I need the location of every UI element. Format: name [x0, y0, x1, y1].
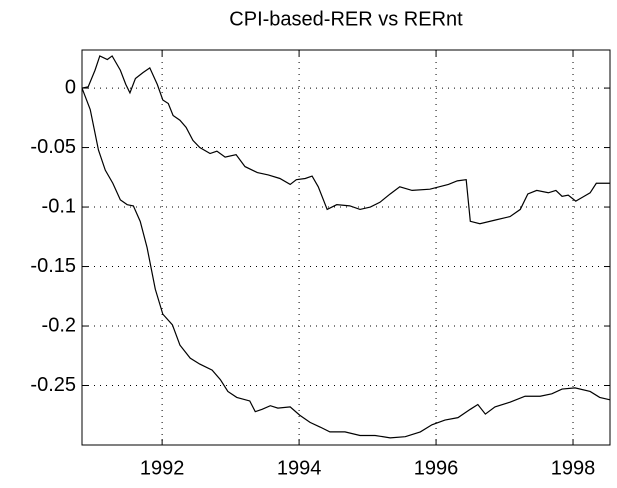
- plot-frame: [81, 49, 611, 446]
- y-tick-label: -0.15: [30, 255, 76, 277]
- y-tick-label: -0.2: [42, 314, 76, 336]
- x-tick-label: 1994: [277, 457, 322, 479]
- y-tick-label: 0: [65, 76, 76, 98]
- y-tick-label: -0.05: [30, 136, 76, 158]
- chart-title: CPI-based-RER vs RERnt: [229, 8, 463, 30]
- x-tick-label: 1992: [140, 457, 185, 479]
- y-tick-label: -0.25: [30, 374, 76, 396]
- series-line: [81, 55, 610, 225]
- x-tick-label: 1998: [551, 457, 596, 479]
- series-line: [81, 87, 611, 439]
- y-tick-label: -0.1: [42, 195, 76, 217]
- x-tick-label: 1996: [414, 457, 459, 479]
